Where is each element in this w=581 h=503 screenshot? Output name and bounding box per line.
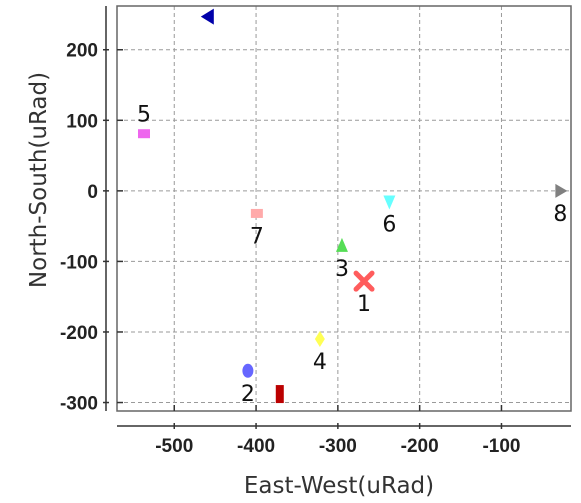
x-tick-label: -400 [237, 436, 275, 457]
data-point-6 [383, 195, 396, 210]
point-label-1: 1 [357, 292, 371, 317]
point-label-8: 8 [553, 202, 567, 227]
x-tick-labels: -500 -400 -300 -200 -100 [155, 436, 520, 457]
data-point-7 [250, 208, 263, 218]
y-tick-label: 0 [87, 182, 98, 203]
plot-frame [116, 5, 572, 412]
data-point-1 [353, 270, 375, 292]
y-tick-labels: 200 100 0 -100 -200 -300 [60, 41, 98, 415]
grid-lines [117, 6, 571, 411]
x-axis-label: East-West(uRad) [244, 473, 434, 499]
point-labels: 1 2 3 4 5 6 7 8 [137, 103, 567, 407]
y-tick-label: -100 [60, 252, 98, 273]
y-tick-label: -200 [60, 323, 98, 344]
x-tick-label: -200 [401, 436, 439, 457]
data-point-2 [242, 363, 254, 378]
x-tick-label: -300 [319, 436, 357, 457]
point-label-4: 4 [313, 350, 327, 375]
x-tick-label: -500 [155, 436, 193, 457]
data-point-3 [335, 237, 348, 252]
y-axis-label: North-South(uRad) [26, 72, 52, 288]
data-point-unlabeled-8 [200, 8, 214, 25]
point-label-5: 5 [137, 103, 151, 128]
data-point-5 [137, 129, 150, 139]
point-label-3: 3 [335, 257, 349, 282]
data-point-4 [314, 331, 325, 348]
x-tick-label: -100 [482, 436, 520, 457]
data-points [137, 8, 568, 404]
data-point-unlabeled-9 [275, 385, 284, 404]
point-label-2: 2 [241, 382, 255, 407]
point-label-7: 7 [250, 224, 264, 249]
axis-ticks [103, 6, 571, 429]
y-tick-label: -300 [60, 394, 98, 415]
point-label-6: 6 [382, 212, 396, 237]
y-tick-label: 100 [66, 111, 98, 132]
y-tick-label: 200 [66, 41, 98, 62]
data-point-8 [555, 183, 568, 198]
